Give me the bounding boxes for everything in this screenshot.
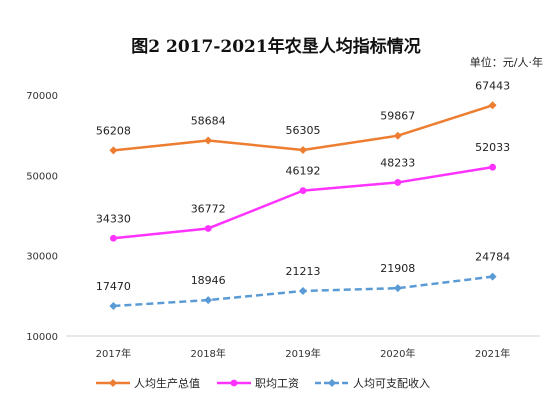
data-point xyxy=(489,163,496,171)
data-label: 46192 xyxy=(286,165,321,178)
series-line xyxy=(113,165,493,240)
legend-marker xyxy=(109,379,117,387)
legend-item[interactable]: 人均生产总值 xyxy=(96,376,200,390)
legend-item[interactable]: 人均可支配收入 xyxy=(315,376,430,390)
legend-label: 人均生产总值 xyxy=(134,376,200,390)
x-tick-label: 2018年 xyxy=(190,347,225,360)
data-point xyxy=(299,187,307,195)
data-label: 21213 xyxy=(286,265,321,278)
legend-marker xyxy=(328,379,336,387)
legend[interactable]: 人均生产总值 职均工资 人均可支配收入 xyxy=(96,376,430,390)
data-label: 34330 xyxy=(96,212,131,225)
data-point xyxy=(204,225,212,232)
data-label: 48233 xyxy=(380,156,415,169)
legend-item[interactable]: 职均工资 xyxy=(217,377,299,390)
data-point xyxy=(299,146,307,155)
data-point xyxy=(488,272,497,281)
y-tick-label: 30000 xyxy=(26,252,58,263)
series-lines xyxy=(109,101,497,310)
legend-marker xyxy=(230,379,238,387)
data-label: 59867 xyxy=(380,110,415,123)
data-label: 67443 xyxy=(475,79,510,92)
x-tick-label: 2020年 xyxy=(380,347,415,360)
data-label: 24784 xyxy=(475,251,510,264)
data-label: 18946 xyxy=(191,274,226,287)
legend-label: 职均工资 xyxy=(255,377,299,390)
y-tick-label: 50000 xyxy=(26,171,58,182)
data-point xyxy=(393,284,402,293)
data-point xyxy=(299,286,307,295)
legend-label: 人均可支配收入 xyxy=(353,376,430,390)
data-label: 56208 xyxy=(96,124,131,137)
data-point xyxy=(488,101,497,110)
data-label: 21908 xyxy=(380,262,415,275)
axes: 10000 30000 50000 70000 2017年 2018年 2019年 2020年… xyxy=(26,91,540,360)
data-point xyxy=(204,136,213,145)
data-label: 17470 xyxy=(96,280,131,293)
chart-title: 图2 2017-2021年农垦人均指标情况 xyxy=(131,36,420,57)
y-tick-label: 10000 xyxy=(26,332,58,343)
data-point xyxy=(204,296,213,305)
data-label: 56305 xyxy=(286,124,321,137)
data-point xyxy=(110,234,117,242)
x-tick-label: 2019年 xyxy=(285,347,320,360)
unit-note: 单位：元/人·年 xyxy=(470,55,543,69)
y-tick-label: 70000 xyxy=(26,91,58,102)
x-tick-label: 2017年 xyxy=(96,347,131,360)
data-label: 58684 xyxy=(191,114,226,127)
data-label: 52033 xyxy=(475,141,510,154)
data-label: 36772 xyxy=(191,202,226,215)
data-point xyxy=(109,301,118,310)
data-point xyxy=(394,179,402,186)
x-tick-label: 2021年 xyxy=(475,347,510,360)
data-point xyxy=(109,146,118,155)
data-point xyxy=(393,131,402,140)
data-labels: 56208 58684 56305 59867 67443 34330 36772 46192… xyxy=(96,79,510,293)
